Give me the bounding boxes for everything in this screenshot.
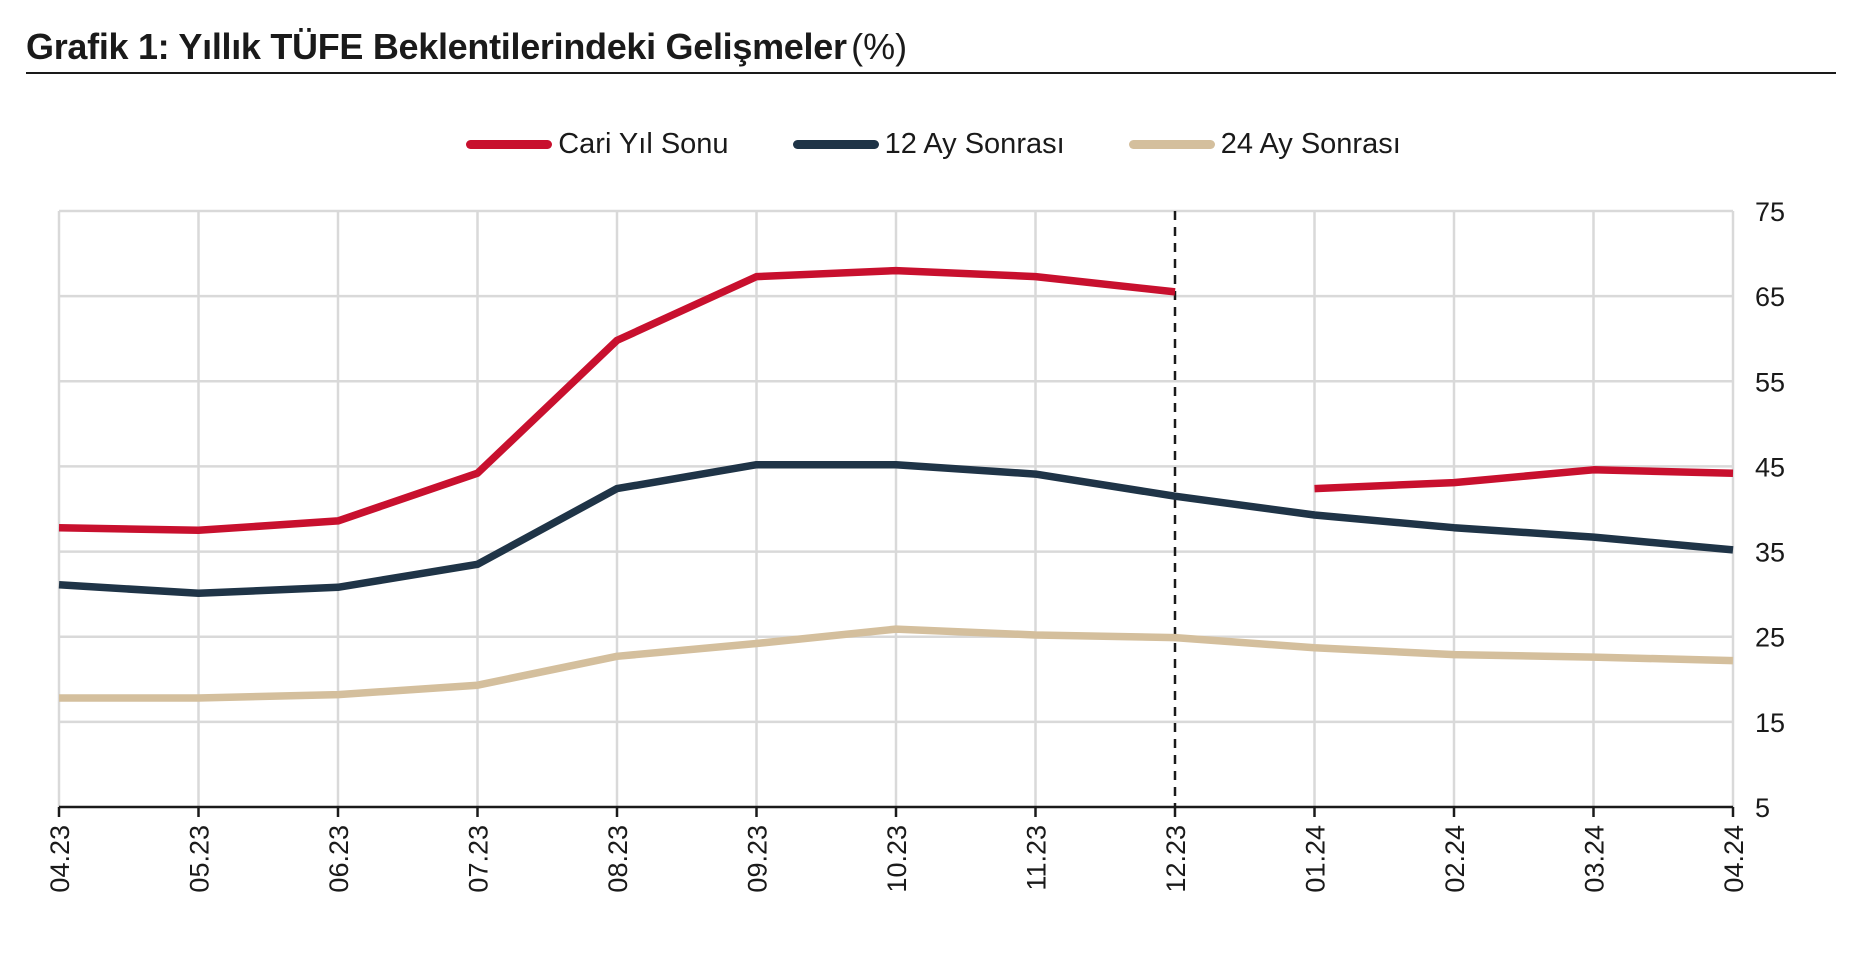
- x-tick-label: 05.23: [185, 825, 215, 893]
- y-tick-label: 5: [1755, 793, 1770, 823]
- axes: 5 15 25 35 45 55 65 75 04.23 05.23 06.23 07.23 08.23…: [45, 197, 1785, 893]
- x-tick-label: 04.24: [1719, 825, 1749, 893]
- legend: Cari Yıl Sonu 12 Ay Sonrası 24 Ay Sonras…: [0, 124, 1867, 161]
- series-lines: [58, 266, 1734, 702]
- legend-swatch-cari-yil-sonu: [466, 140, 553, 149]
- x-tick-label: 01.24: [1301, 825, 1331, 893]
- grid: [57, 209, 1735, 807]
- series-line-cari-yil-sonu: [1314, 466, 1734, 493]
- legend-item-12-ay-sonrasi: 12 Ay Sonrası: [792, 128, 1065, 161]
- legend-swatch-12-ay-sonrasi: [792, 140, 879, 149]
- y-tick-label: 55: [1755, 367, 1785, 397]
- title-bar: Grafik 1: Yıllık TÜFE Beklentilerindeki …: [26, 26, 1836, 74]
- legend-label-24-ay-sonrasi: 24 Ay Sonrası: [1220, 128, 1401, 160]
- x-tick-label: 12.23: [1161, 825, 1191, 893]
- y-tick-label: 65: [1755, 282, 1785, 312]
- x-tick-label: 02.24: [1440, 825, 1470, 893]
- legend-item-24-ay-sonrasi: 24 Ay Sonrası: [1128, 128, 1401, 161]
- y-tick-label: 75: [1755, 197, 1785, 227]
- legend-label-cari-yil-sonu: Cari Yıl Sonu: [558, 128, 729, 160]
- legend-swatch-24-ay-sonrasi: [1128, 140, 1215, 149]
- x-tick-label: 10.23: [882, 825, 912, 893]
- y-tick-label: 45: [1755, 452, 1785, 482]
- x-tick-label: 08.23: [603, 825, 633, 893]
- chart-title: Grafik 1: Yıllık TÜFE Beklentilerindeki …: [26, 26, 847, 67]
- x-tick-label: 04.23: [45, 825, 75, 893]
- legend-item-cari-yil-sonu: Cari Yıl Sonu: [466, 128, 729, 161]
- legend-label-12-ay-sonrasi: 12 Ay Sonrası: [884, 128, 1065, 160]
- y-tick-label: 15: [1755, 708, 1785, 738]
- y-tick-label: 25: [1755, 623, 1785, 653]
- x-tick-label: 11.23: [1022, 825, 1052, 891]
- x-tick-label: 07.23: [464, 825, 494, 893]
- x-tick-label: 09.23: [743, 825, 773, 893]
- x-tick-label: 03.24: [1580, 825, 1610, 893]
- chart-title-unit: (%): [851, 26, 908, 67]
- y-tick-label: 35: [1755, 538, 1785, 568]
- x-tick-label: 06.23: [324, 825, 354, 893]
